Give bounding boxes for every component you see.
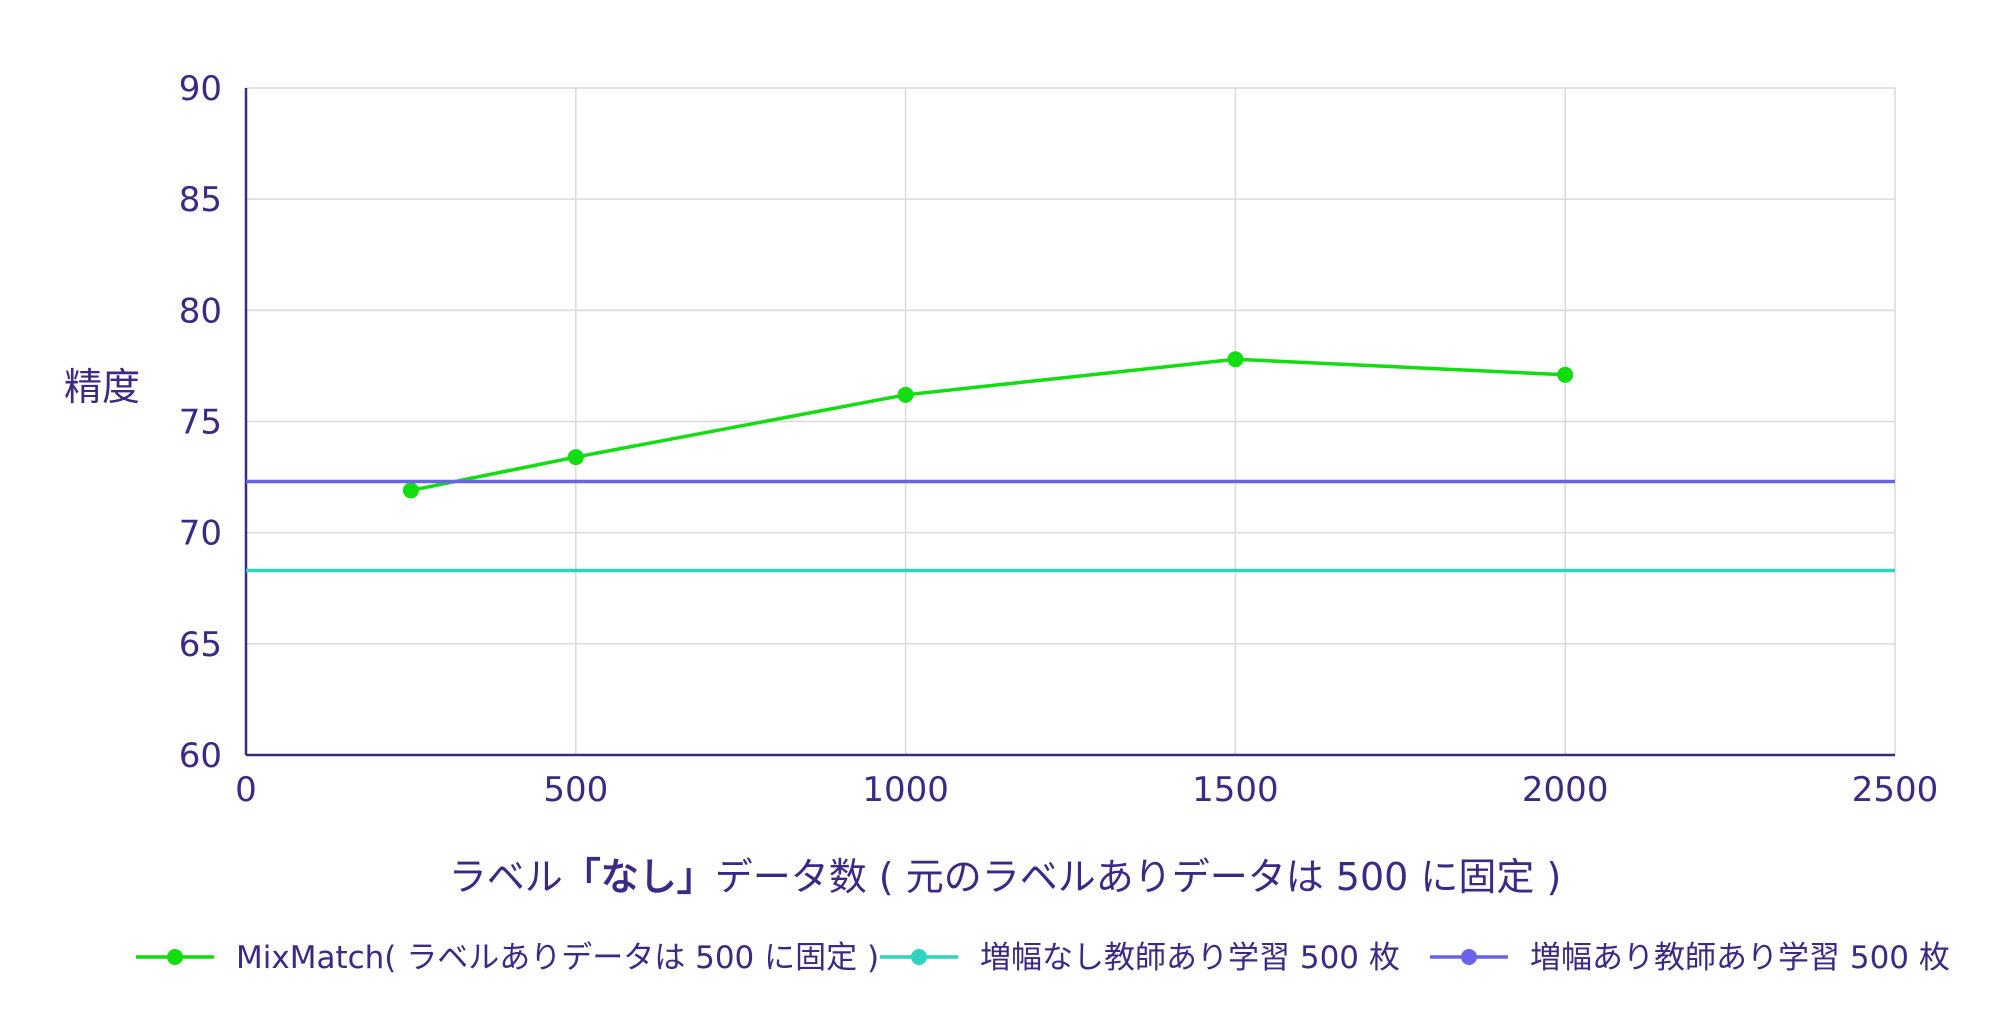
x-axis-label-after: データ数 ( 元のラベルありデータは 500 に固定 ) — [715, 855, 1562, 899]
legend-label: MixMatch( ラベルありデータは 500 に固定 ) — [236, 940, 879, 976]
y-tick-label: 90 — [179, 69, 222, 109]
legend-label: 増幅なし教師あり学習 500 枚 — [980, 940, 1400, 976]
legend-item-1: 増幅なし教師あり学習 500 枚 — [880, 940, 1400, 976]
axes — [244, 88, 1895, 757]
y-tick-label: 80 — [179, 291, 222, 331]
series-line — [410, 357, 1566, 493]
x-tick-label: 2500 — [1852, 770, 1939, 810]
series-0 — [402, 351, 1574, 499]
data-point — [402, 482, 419, 499]
x-tick-label: 1000 — [862, 770, 949, 810]
y-tick-label: 85 — [179, 180, 222, 220]
y-tick-label: 75 — [179, 403, 222, 443]
x-tick-label: 1500 — [1192, 770, 1279, 810]
x-axis-label-before: ラベル — [449, 855, 563, 899]
data-point — [1227, 351, 1244, 368]
x-tick-label: 2000 — [1522, 770, 1609, 810]
data-point — [1557, 366, 1574, 383]
legend: MixMatch( ラベルありデータは 500 に固定 ) 増幅なし教師あり学習 … — [136, 940, 1950, 976]
ticks: 60 65 70 75 80 85 90 0 500 1000 1500 2000 2500 — [179, 69, 1939, 810]
y-tick-label: 60 — [179, 736, 222, 776]
x-axis-label: ラベル「なし」データ数 ( 元のラベルありデータは 500 に固定 ) — [449, 855, 1562, 899]
x-tick-label: 0 — [235, 770, 257, 810]
y-tick-label: 65 — [179, 625, 222, 665]
legend-marker — [1461, 949, 1477, 965]
legend-item-0: MixMatch( ラベルありデータは 500 に固定 ) — [136, 940, 879, 976]
x-tick-label: 500 — [543, 770, 608, 810]
data-point — [567, 449, 584, 466]
grid — [246, 87, 1896, 755]
legend-label: 増幅あり教師あり学習 500 枚 — [1530, 940, 1950, 976]
legend-marker — [167, 949, 183, 965]
legend-marker — [911, 949, 927, 965]
series — [246, 351, 1895, 573]
legend-item-2: 増幅あり教師あり学習 500 枚 — [1430, 940, 1950, 976]
data-point — [897, 386, 914, 403]
x-axis-label-emphasis: 「なし」 — [563, 855, 715, 899]
y-tick-label: 70 — [179, 514, 222, 554]
y-axis-label: 精度 — [64, 365, 140, 409]
